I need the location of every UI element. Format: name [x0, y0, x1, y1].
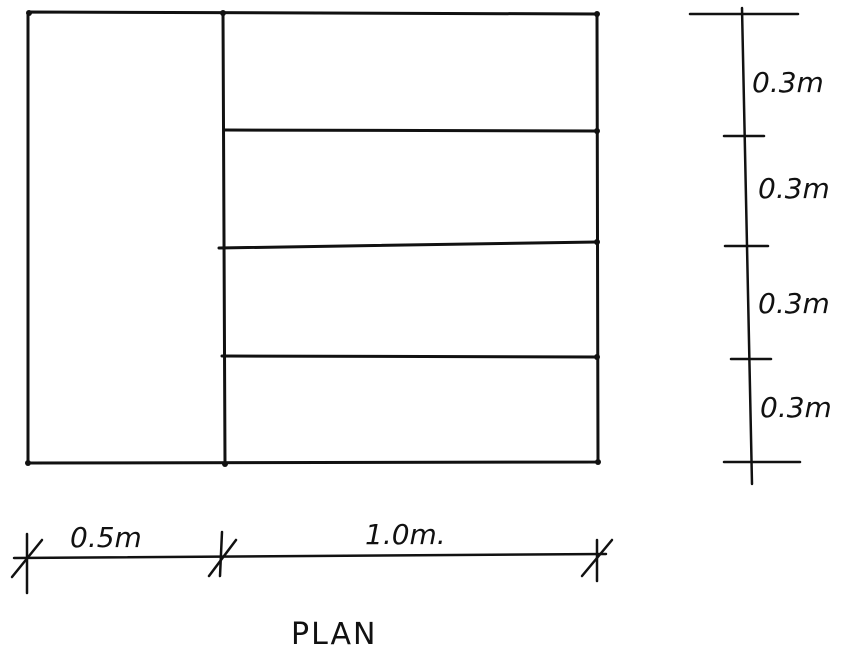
vertical-dimension	[688, 6, 802, 486]
plan-outline	[26, 10, 600, 465]
plan-title: PLAN	[291, 617, 377, 652]
width-label-left: 0.5m	[70, 521, 142, 554]
partition-line-2	[217, 240, 599, 250]
horizontal-dimension	[10, 530, 614, 595]
dim-label-second: 0.3m	[758, 172, 830, 205]
partition-line-1	[223, 128, 599, 133]
divider-line	[221, 10, 227, 466]
dim-label-bottom: 0.3m	[760, 391, 832, 424]
dim-label-third: 0.3m	[758, 287, 830, 320]
dim-label-top: 0.3m	[752, 66, 824, 99]
joint-dots	[25, 10, 601, 467]
width-label-right: 1.0m.	[365, 518, 446, 551]
partition-line-3	[220, 354, 600, 359]
